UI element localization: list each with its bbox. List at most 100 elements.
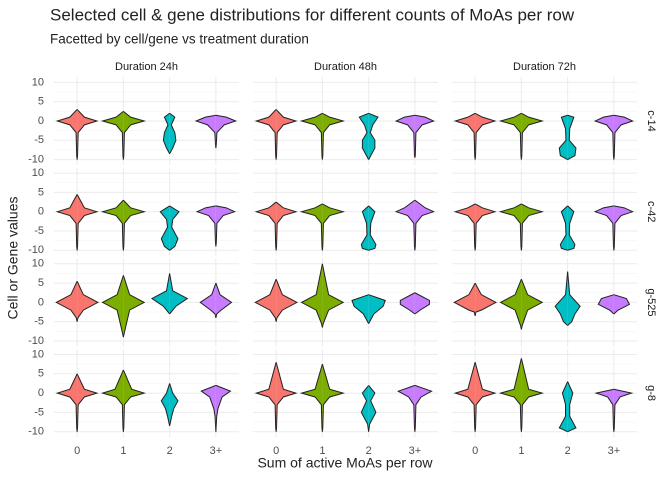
x-tick-label: 3+ <box>608 445 621 457</box>
violin <box>150 273 171 315</box>
x-tick-label: 1 <box>319 445 325 457</box>
violin <box>100 369 124 432</box>
violin <box>55 280 78 322</box>
y-tick-label: -10 <box>28 244 44 256</box>
violin <box>321 263 345 328</box>
violin <box>520 203 545 251</box>
y-tick-label: -5 <box>34 225 44 237</box>
violin <box>394 199 416 251</box>
row-strip: c-42 <box>645 201 657 222</box>
y-tick-label: -5 <box>34 406 44 418</box>
column-strip: Duration 24h <box>115 61 178 73</box>
y-tick-label: 5 <box>38 368 44 380</box>
violin <box>76 280 100 322</box>
violin <box>567 114 577 161</box>
x-tick-label: 2 <box>366 445 372 457</box>
violin <box>254 109 277 160</box>
violin <box>199 282 217 318</box>
violin <box>169 273 189 315</box>
violin <box>593 114 615 160</box>
violin <box>520 112 545 160</box>
violin <box>100 110 124 160</box>
violin <box>498 358 522 432</box>
violin <box>397 384 416 432</box>
y-tick-label: 0 <box>38 387 44 399</box>
violin <box>321 364 346 432</box>
violin <box>567 205 576 251</box>
violin <box>499 279 522 330</box>
violin <box>122 275 146 338</box>
violin <box>593 205 615 251</box>
violin <box>520 358 545 432</box>
y-tick-label: 10 <box>32 348 44 360</box>
x-tick-label: 2 <box>167 445 173 457</box>
column-strip: Duration 48h <box>314 61 377 73</box>
violin <box>474 282 498 317</box>
violin <box>368 112 379 160</box>
violin <box>613 388 634 432</box>
y-tick-label: -5 <box>34 134 44 146</box>
violin <box>160 383 171 427</box>
violin <box>55 373 78 432</box>
violin <box>368 294 386 324</box>
chart-subtitle: Facetted by cell/gene vs treatment durat… <box>50 32 309 47</box>
violin <box>200 384 217 432</box>
violin <box>559 205 568 251</box>
violin <box>351 294 370 324</box>
violin <box>567 381 577 433</box>
x-tick-label: 1 <box>120 445 126 457</box>
row-strip: c-14 <box>645 110 657 131</box>
violin <box>597 294 615 315</box>
violin <box>275 109 298 160</box>
row-strip: g-525 <box>645 288 657 316</box>
violin <box>299 112 323 160</box>
violin <box>368 385 377 432</box>
violin <box>76 109 99 160</box>
violin <box>321 112 346 160</box>
violin <box>76 194 99 251</box>
violin <box>215 384 232 432</box>
violin <box>122 369 146 432</box>
y-tick-label: -10 <box>28 154 44 166</box>
violin <box>414 292 430 315</box>
violin <box>414 114 435 158</box>
x-axis-label: Sum of active MoAs per row <box>257 455 433 471</box>
violin <box>414 384 433 432</box>
violin <box>169 383 179 427</box>
violin <box>299 203 323 251</box>
x-tick-label: 0 <box>74 445 80 457</box>
violin <box>558 381 569 433</box>
violin <box>169 112 177 155</box>
violin <box>159 205 170 251</box>
chart-title: Selected cell & gene distributions for d… <box>50 5 575 24</box>
violin <box>558 114 568 161</box>
violin <box>100 199 124 251</box>
column-strip: Duration 72h <box>513 61 576 73</box>
violin <box>498 112 522 160</box>
x-tick-label: 2 <box>565 445 571 457</box>
y-tick-label: -5 <box>34 316 44 328</box>
violin <box>474 112 497 160</box>
violin <box>613 294 631 315</box>
violin <box>520 279 544 330</box>
violin <box>474 203 497 251</box>
y-tick-label: 5 <box>38 96 44 108</box>
violin <box>215 205 236 247</box>
violin <box>321 203 346 251</box>
violin <box>122 199 147 251</box>
violin <box>194 114 217 149</box>
violin <box>275 279 299 322</box>
y-tick-label: -10 <box>28 335 44 347</box>
violin <box>55 194 78 251</box>
x-tick-label: 3+ <box>409 445 422 457</box>
violin <box>358 112 370 160</box>
violin <box>299 364 323 432</box>
y-tick-label: -10 <box>28 426 44 438</box>
violin <box>254 362 277 432</box>
violin <box>613 114 634 160</box>
y-tick-label: 10 <box>32 167 44 179</box>
violin <box>394 114 416 158</box>
violin <box>594 388 615 432</box>
violin <box>300 263 323 328</box>
